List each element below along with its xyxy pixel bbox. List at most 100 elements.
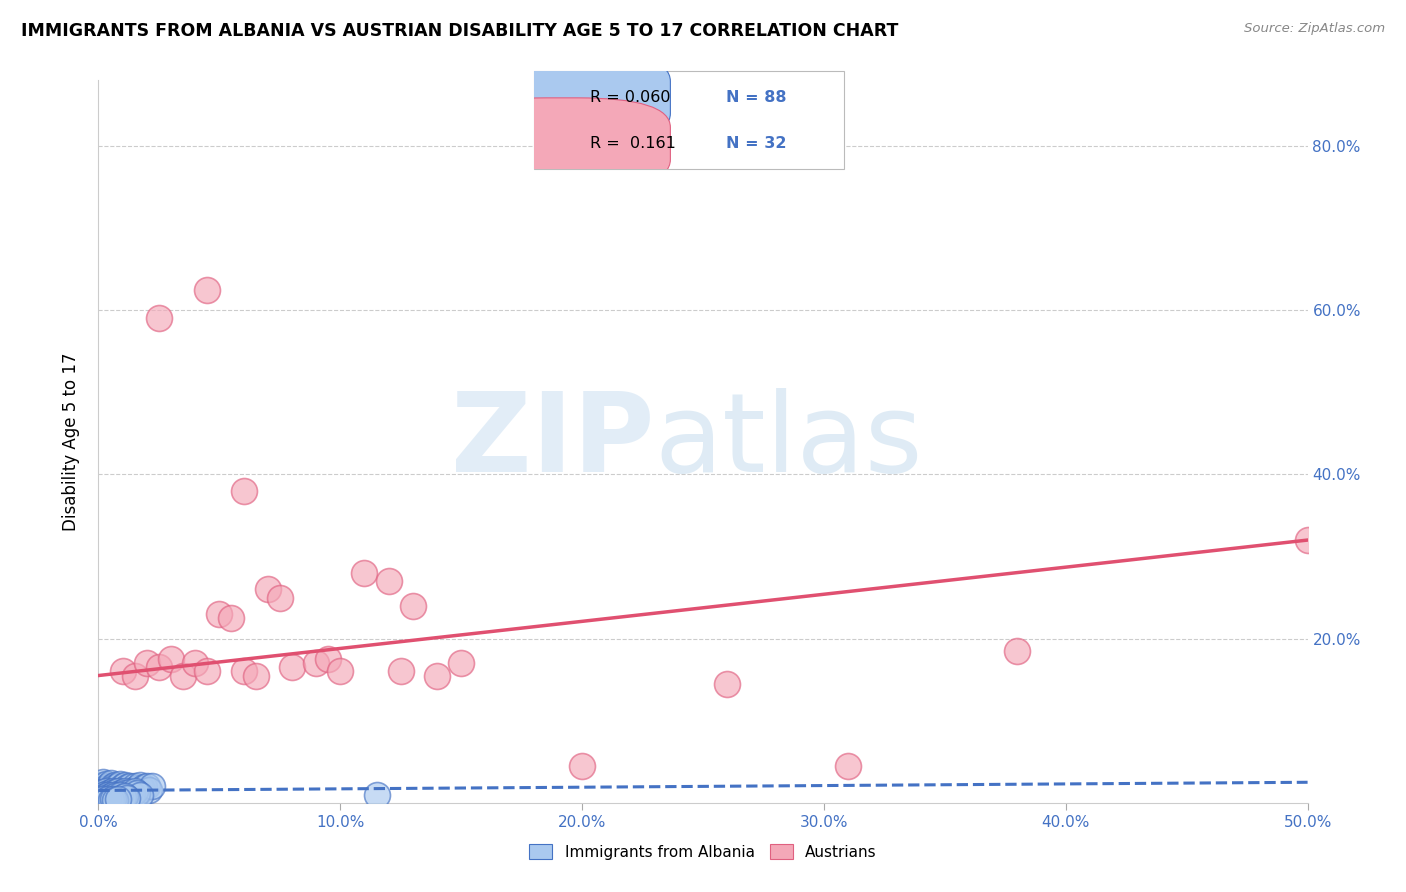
Point	[160, 652, 183, 666]
Point	[90, 786, 112, 800]
Point	[101, 784, 124, 798]
Point	[91, 787, 114, 801]
Text: R = 0.060: R = 0.060	[591, 90, 671, 105]
Point	[107, 791, 129, 805]
Point	[245, 668, 267, 682]
Point	[281, 660, 304, 674]
Point	[316, 652, 339, 666]
Text: R =  0.161: R = 0.161	[591, 136, 676, 151]
Point	[232, 665, 254, 679]
Text: IMMIGRANTS FROM ALBANIA VS AUSTRIAN DISABILITY AGE 5 TO 17 CORRELATION CHART: IMMIGRANTS FROM ALBANIA VS AUSTRIAN DISA…	[21, 22, 898, 40]
Point	[571, 759, 593, 773]
Point	[104, 788, 127, 802]
Point	[1007, 644, 1029, 658]
Legend: Immigrants from Albania, Austrians: Immigrants from Albania, Austrians	[522, 836, 884, 867]
Point	[108, 780, 131, 795]
Point	[1296, 533, 1319, 547]
Point	[118, 785, 141, 799]
Point	[97, 780, 120, 795]
Point	[141, 780, 163, 794]
Point	[100, 790, 122, 805]
Point	[97, 779, 120, 793]
Point	[148, 660, 170, 674]
Point	[94, 790, 117, 805]
Y-axis label: Disability Age 5 to 17: Disability Age 5 to 17	[62, 352, 80, 531]
Point	[107, 783, 129, 797]
Point	[124, 780, 146, 794]
Point	[97, 790, 120, 805]
Point	[100, 776, 122, 790]
Point	[184, 657, 207, 671]
Point	[94, 782, 117, 797]
Point	[108, 789, 131, 803]
Point	[97, 789, 120, 803]
Point	[108, 777, 131, 791]
FancyBboxPatch shape	[534, 71, 844, 169]
Point	[107, 790, 129, 805]
Point	[91, 790, 114, 805]
Point	[124, 668, 146, 682]
Point	[104, 785, 127, 799]
Point	[101, 790, 124, 805]
Point	[91, 785, 114, 799]
Point	[111, 790, 134, 805]
Point	[111, 787, 134, 801]
Point	[353, 566, 375, 580]
Point	[221, 611, 243, 625]
Point	[135, 657, 157, 671]
Point	[94, 784, 117, 798]
Point	[104, 780, 127, 795]
Point	[402, 599, 425, 613]
Point	[131, 781, 153, 796]
Point	[121, 787, 143, 801]
Point	[366, 788, 388, 802]
Point	[114, 784, 136, 798]
Point	[90, 788, 112, 802]
Point	[124, 784, 146, 798]
Point	[100, 789, 122, 804]
Point	[837, 759, 859, 773]
Point	[107, 787, 129, 801]
Point	[329, 665, 352, 679]
Point	[117, 790, 139, 805]
Point	[450, 657, 472, 671]
Point	[91, 775, 114, 789]
Point	[195, 665, 218, 679]
Point	[94, 792, 117, 806]
Point	[100, 787, 122, 801]
Point	[305, 657, 328, 671]
Point	[91, 781, 114, 796]
Point	[118, 779, 141, 793]
Point	[195, 283, 218, 297]
FancyBboxPatch shape	[454, 98, 671, 189]
Point	[389, 665, 412, 679]
Point	[104, 789, 127, 804]
Point	[172, 668, 194, 682]
Point	[127, 786, 149, 800]
Point	[269, 591, 291, 605]
Point	[138, 782, 160, 797]
Point	[90, 789, 112, 804]
Point	[104, 792, 127, 806]
Point	[90, 780, 112, 795]
Point	[97, 788, 120, 802]
Point	[114, 789, 136, 804]
Point	[94, 777, 117, 791]
Point	[208, 607, 231, 621]
Point	[91, 780, 114, 794]
Point	[107, 779, 129, 793]
Point	[101, 781, 124, 796]
Point	[148, 311, 170, 326]
Point	[90, 783, 112, 797]
Text: N = 88: N = 88	[725, 90, 786, 105]
Point	[108, 786, 131, 800]
Point	[100, 792, 122, 806]
Point	[94, 780, 117, 795]
Point	[90, 790, 112, 805]
Point	[97, 786, 120, 800]
Point	[101, 789, 124, 803]
Point	[101, 791, 124, 805]
Point	[111, 780, 134, 794]
Point	[111, 785, 134, 799]
Point	[91, 791, 114, 805]
